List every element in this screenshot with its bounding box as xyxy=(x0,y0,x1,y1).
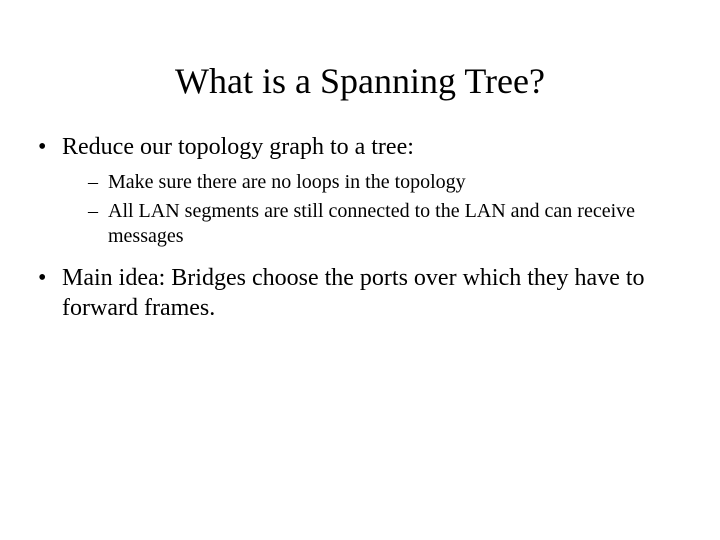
bullet-text: Reduce our topology graph to a tree: xyxy=(62,134,414,160)
slide: What is a Spanning Tree? Reduce our topo… xyxy=(0,0,720,540)
slide-content: Reduce our topology graph to a tree: Mak… xyxy=(0,132,720,323)
bullet-item: Main idea: Bridges choose the ports over… xyxy=(38,263,682,323)
slide-title: What is a Spanning Tree? xyxy=(0,0,720,132)
sub-bullet-item: All LAN segments are still connected to … xyxy=(88,199,682,249)
sub-bullet-item: Make sure there are no loops in the topo… xyxy=(88,170,682,195)
bullet-item: Reduce our topology graph to a tree: Mak… xyxy=(38,132,682,249)
bullet-list: Reduce our topology graph to a tree: Mak… xyxy=(38,132,682,323)
sub-bullet-text: Make sure there are no loops in the topo… xyxy=(108,171,466,193)
sub-bullet-text: All LAN segments are still connected to … xyxy=(108,200,635,247)
sub-bullet-list: Make sure there are no loops in the topo… xyxy=(62,170,682,249)
bullet-text: Main idea: Bridges choose the ports over… xyxy=(62,265,645,321)
